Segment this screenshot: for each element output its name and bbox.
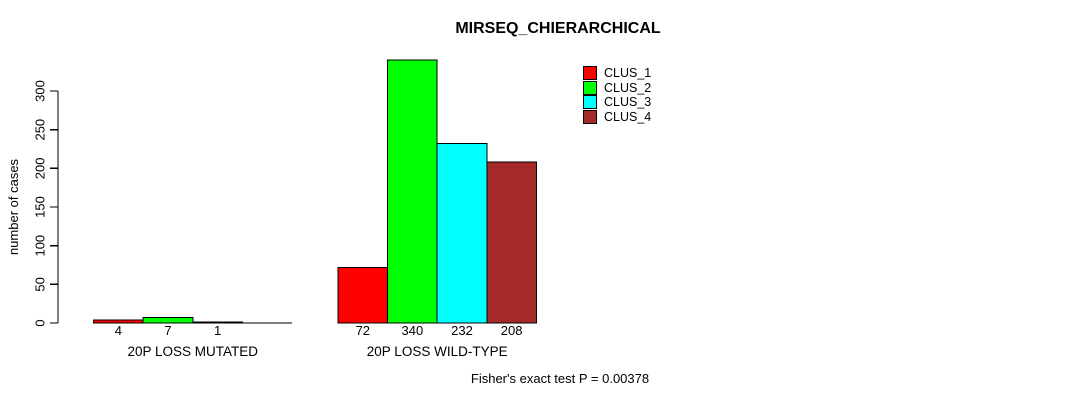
bar-value-label: 4 — [115, 323, 122, 338]
legend-swatch-CLUS_2 — [583, 80, 597, 95]
bars-layer — [93, 59, 537, 324]
bar-CLUS_2 — [142, 317, 194, 324]
chart-title: MIRSEQ_CHIERARCHICAL — [455, 20, 661, 37]
y-axis-tick-label: 100 — [33, 235, 48, 257]
bar-value-label: 340 — [402, 323, 424, 338]
bar-CLUS_2 — [387, 59, 438, 324]
bar-CLUS_1 — [337, 266, 389, 324]
axis-labels-layer: 4 7 1 20P LOSS MUTATED 72 340 232 208 20P LOSS W… — [115, 323, 523, 359]
stat-annotation: Fisher's exact test P = 0.00378 — [470, 371, 650, 386]
bar-value-label: 72 — [356, 323, 370, 338]
bar-value-label: 1 — [214, 323, 221, 338]
category-label: 20P LOSS MUTATED — [128, 344, 259, 359]
legend: CLUS_1 CLUS_2 CLUS_3 CLUS_4 — [583, 66, 651, 124]
bar-value-label: 208 — [501, 323, 523, 338]
legend-swatch-CLUS_3 — [583, 95, 597, 110]
y-axis-tick-label: 0 — [33, 319, 48, 326]
y-axis: 0 50 100 150 200 250 300 number of cases — [6, 80, 59, 327]
y-axis-title: number of cases — [6, 158, 21, 255]
bar-value-label: 232 — [451, 323, 473, 338]
y-axis-tick-label: 250 — [33, 119, 48, 141]
legend-item: CLUS_1 — [583, 66, 651, 81]
y-axis-tick-label: 150 — [33, 196, 48, 218]
category-label: 20P LOSS WILD-TYPE — [367, 344, 508, 359]
legend-item: CLUS_4 — [583, 109, 652, 125]
legend-item: CLUS_3 — [583, 95, 651, 110]
bar-CLUS_3 — [192, 321, 243, 324]
legend-swatch-CLUS_1 — [583, 66, 597, 81]
legend-item: CLUS_2 — [583, 80, 652, 96]
y-axis-tick-label: 300 — [33, 80, 48, 102]
y-axis-tick-label: 50 — [33, 277, 48, 291]
legend-swatch-CLUS_4 — [583, 109, 597, 124]
bar-CLUS_3 — [436, 143, 488, 324]
legend-label: CLUS_1 — [604, 66, 652, 80]
legend-label: CLUS_2 — [604, 80, 652, 95]
legend-label: CLUS_4 — [604, 109, 652, 124]
bar-CLUS_4 — [486, 161, 537, 324]
legend-label: CLUS_3 — [604, 95, 652, 109]
bar-value-label: 7 — [164, 323, 171, 338]
y-axis-tick-label: 200 — [33, 157, 48, 179]
